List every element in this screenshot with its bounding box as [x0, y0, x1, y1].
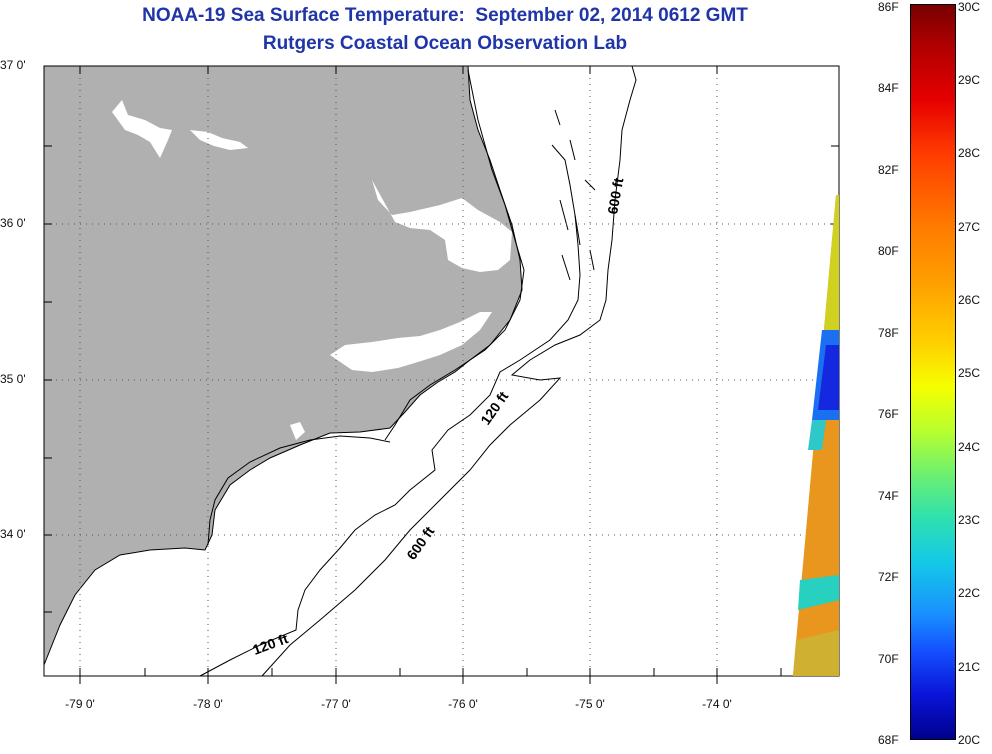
colorbar-f-label: 68F	[878, 733, 899, 747]
colorbar-c-label: 20C	[958, 733, 981, 747]
colorbar-f-label: 78F	[878, 326, 899, 340]
contour-120ft	[199, 144, 581, 677]
colorbar-f-label: 76F	[878, 407, 899, 421]
colorbar-f-label: 82F	[878, 163, 899, 177]
colorbar-f-label: 86F	[878, 0, 899, 14]
barrier-islands	[207, 69, 525, 546]
colorbar-c-label: 24C	[958, 440, 981, 454]
colorbar-c-label: 29C	[958, 73, 981, 87]
colorbar-c-label: 26C	[958, 293, 981, 307]
lat-label-34: 34 0'	[0, 527, 26, 541]
colorbar-f-label: 70F	[878, 652, 899, 666]
lon-label-76: -76 0'	[448, 697, 478, 711]
lon-label-74: -74 0'	[702, 697, 732, 711]
lon-label-75: -75 0'	[575, 697, 605, 711]
temperature-colorbar	[910, 4, 956, 740]
lon-label-77: -77 0'	[321, 697, 351, 711]
lat-label-35: 35 0'	[0, 372, 26, 386]
colorbar-c-label: 25C	[958, 366, 981, 380]
map-title: NOAA-19 Sea Surface Temperature: Septemb…	[142, 5, 748, 26]
colorbar-f-label: 74F	[878, 489, 899, 503]
colorbar-f-label: 72F	[878, 570, 899, 584]
colorbar-c-label: 27C	[958, 220, 981, 234]
colorbar-c-label: 30C	[958, 0, 981, 14]
inland-water	[112, 100, 512, 440]
lat-label-37: 37 0'	[0, 58, 26, 72]
lon-label-78: -78 0'	[193, 697, 223, 711]
colorbar-c-label: 23C	[958, 513, 981, 527]
contour-600ft	[261, 65, 637, 677]
colorbar-c-label: 28C	[958, 146, 981, 160]
map-subtitle: Rutgers Coastal Ocean Observation Lab	[262, 33, 628, 54]
colorbar-c-label: 22C	[958, 586, 981, 600]
colorbar-f-label: 80F	[878, 244, 899, 258]
colorbar-c-label: 21C	[958, 660, 981, 674]
lon-label-79: -79 0'	[65, 697, 95, 711]
lat-label-36: 36 0'	[0, 216, 26, 230]
offshore-fragments	[554, 109, 596, 281]
colorbar-f-label: 84F	[878, 81, 899, 95]
graticule	[44, 66, 839, 676]
sst-swath	[793, 195, 839, 676]
